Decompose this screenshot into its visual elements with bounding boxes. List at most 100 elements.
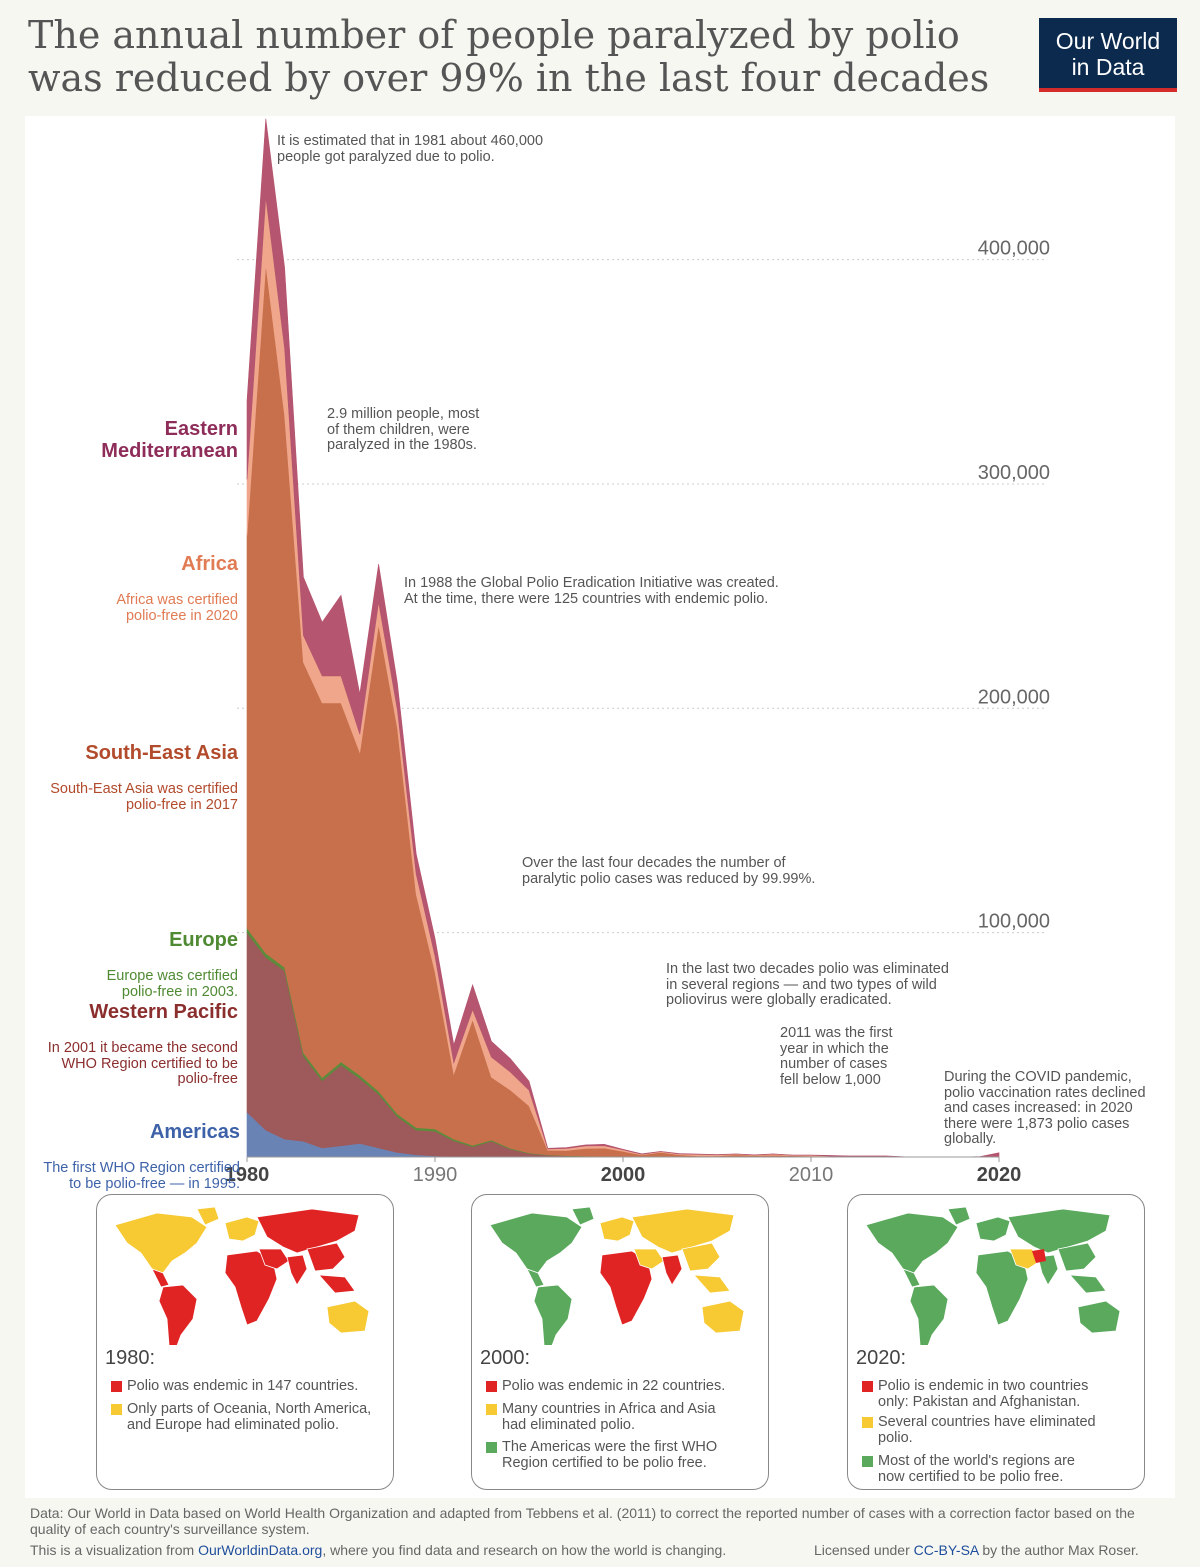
region-name-south-east-asia: South-East Asia — [85, 742, 238, 764]
x-tick-label: 1980 — [225, 1164, 270, 1186]
region-note-americas: The first WHO Region certified to be pol… — [43, 1160, 240, 1192]
legend-item-certified: The Americas were the first WHO Region c… — [486, 1439, 758, 1471]
legend-item-eliminated: Several countries have eliminated polio. — [862, 1414, 1134, 1446]
map-region-southAsia — [1037, 1254, 1059, 1286]
map-region-pakistan-afghanistan — [1032, 1249, 1046, 1263]
legend-swatch-endemic — [486, 1381, 497, 1392]
region-note-south-east-asia: South-East Asia was certified polio-free… — [50, 781, 238, 813]
region-note-africa: Africa was certified polio-free in 2020 — [116, 592, 238, 624]
legend-item-endemic: Polio was endemic in 147 countries. — [111, 1378, 383, 1395]
map-region-australia — [701, 1300, 745, 1334]
map-region-centralAm — [526, 1268, 545, 1288]
license-suffix: by the author Max Roser. — [978, 1542, 1139, 1558]
y-tick-label: 100,000 — [978, 911, 1050, 933]
legend-item-certified: Most of the world's regions are now cert… — [862, 1453, 1134, 1485]
data-source-note: Data: Our World in Data based on World H… — [30, 1505, 1135, 1537]
license-prefix: Licensed under — [814, 1542, 914, 1558]
map-region-europe — [975, 1216, 1011, 1242]
legend-swatch-certified — [862, 1456, 873, 1467]
region-note-europe: Europe was certified polio-free in 2003. — [106, 968, 238, 1000]
map-region-middleEast — [633, 1248, 665, 1270]
y-tick-label: 200,000 — [978, 686, 1050, 708]
license-line: Licensed under CC-BY-SA by the author Ma… — [814, 1542, 1139, 1559]
legend-swatch-certified — [486, 1442, 497, 1453]
logo-line-1: Our World — [1055, 28, 1161, 54]
legend-item-eliminated: Only parts of Oceania, North America, an… — [111, 1401, 383, 1433]
map-region-australia — [1077, 1300, 1121, 1334]
legend-swatch-endemic — [862, 1381, 873, 1392]
label-south-east-asia: South-East Asia South-East Asia was cert… — [50, 724, 238, 831]
map-region-seAsia — [1069, 1274, 1107, 1294]
legend-text: Polio was endemic in 22 countries. — [502, 1378, 726, 1394]
map-region-northAmerica — [489, 1212, 583, 1274]
map-region-russiaAsia — [256, 1208, 360, 1254]
x-tick-label: 2020 — [977, 1164, 1022, 1186]
legend-text: The Americas were the first WHO Region c… — [502, 1439, 718, 1471]
map-region-northAmerica — [114, 1212, 208, 1274]
legend-swatch-eliminated — [111, 1404, 122, 1415]
region-name-eastern-mediterranean: Eastern Mediterranean — [101, 418, 238, 462]
map-region-centralAm — [151, 1268, 170, 1288]
page-title: The annual number of people paralyzed by… — [28, 13, 990, 100]
map-region-russiaAsia — [631, 1208, 735, 1254]
map-region-centralAm — [902, 1268, 921, 1288]
legend-text: Several countries have eliminated polio. — [878, 1414, 1096, 1446]
map-year-2000: 2000: — [480, 1347, 531, 1369]
map-region-middleEast — [1009, 1248, 1041, 1270]
annotation-covid: During the COVID pandemic, polio vaccina… — [944, 1069, 1146, 1147]
map-year-1980: 1980: — [105, 1347, 156, 1369]
legend-text: Many countries in Africa and Asia had el… — [502, 1401, 716, 1433]
map-region-eastAsia — [681, 1242, 721, 1272]
region-note-western-pacific: In 2001 it became the second WHO Region … — [47, 1040, 238, 1087]
region-name-western-pacific: Western Pacific — [89, 1001, 238, 1023]
license-link[interactable]: CC-BY-SA — [913, 1542, 979, 1558]
owid-logo[interactable]: Our World in Data — [1039, 18, 1177, 92]
label-europe: Europe Europe was certified polio-free i… — [107, 911, 238, 1018]
map-region-eastAsia — [306, 1242, 346, 1272]
map-card-2000: 2000: Polio was endemic in 22 countries.… — [471, 1194, 769, 1490]
legend-text: Only parts of Oceania, North America, an… — [127, 1401, 372, 1433]
world-map-2000 — [489, 1206, 745, 1345]
map-region-southAmerica — [909, 1284, 949, 1345]
map-region-southAmerica — [158, 1284, 198, 1345]
x-tick-label: 1990 — [413, 1164, 458, 1186]
stacked-area-chart: 100,000 200,000 300,000 400,000 1980 1990 200… — [225, 118, 1050, 1186]
legend-text: Polio is endemic in two countries only: … — [878, 1378, 1089, 1410]
map-card-2020: 2020: Polio is endemic in two countries … — [847, 1194, 1145, 1490]
footer-line: This is a visualization from OurWorldinD… — [30, 1542, 726, 1559]
annotation-2011: 2011 was the first year in which the num… — [780, 1025, 893, 1088]
x-tick-label: 2000 — [601, 1164, 646, 1186]
map-region-europe — [599, 1216, 635, 1242]
legend-text: Most of the world's regions are now cert… — [878, 1453, 1075, 1485]
annotation-reduction: Over the last four decades the number of… — [522, 855, 816, 887]
map-region-northAmerica — [865, 1212, 959, 1274]
legend-item-endemic: Polio was endemic in 22 countries. — [486, 1378, 758, 1395]
y-tick-label: 300,000 — [978, 462, 1050, 484]
world-map-2020 — [865, 1206, 1121, 1345]
x-tick-label: 2010 — [789, 1164, 834, 1186]
label-eastern-mediterranean: Eastern Mediterranean — [101, 400, 238, 480]
map-card-1980: 1980: Polio was endemic in 147 countries… — [96, 1194, 394, 1490]
region-name-americas: Americas — [149, 1121, 240, 1143]
legend-swatch-endemic — [111, 1381, 122, 1392]
map-region-australia — [326, 1300, 370, 1334]
map-region-southAmerica — [533, 1284, 573, 1345]
map-region-seAsia — [693, 1274, 731, 1294]
legend-item-endemic: Polio is endemic in two countries only: … — [862, 1378, 1134, 1410]
y-tick-label: 400,000 — [978, 238, 1050, 260]
legend-item-eliminated: Many countries in Africa and Asia had el… — [486, 1401, 758, 1433]
label-americas: Americas The first WHO Region certified … — [43, 1103, 240, 1210]
map-region-eastAsia — [1057, 1242, 1097, 1272]
map-region-southAsia — [286, 1254, 308, 1286]
map-region-europe — [224, 1216, 260, 1242]
annotation-1988: In 1988 the Global Polio Eradication Ini… — [404, 575, 779, 607]
map-region-greenland — [571, 1206, 595, 1226]
label-africa: Africa Africa was certified polio-free i… — [116, 535, 238, 642]
owid-link[interactable]: OurWorldinData.org — [198, 1542, 323, 1558]
map-region-seAsia — [318, 1274, 356, 1294]
logo-line-2: in Data — [1071, 54, 1145, 80]
map-region-middleEast — [258, 1248, 290, 1270]
footer-prefix: This is a visualization from — [30, 1542, 199, 1558]
region-name-africa: Africa — [181, 553, 238, 575]
legend-text: Polio was endemic in 147 countries. — [127, 1378, 359, 1394]
